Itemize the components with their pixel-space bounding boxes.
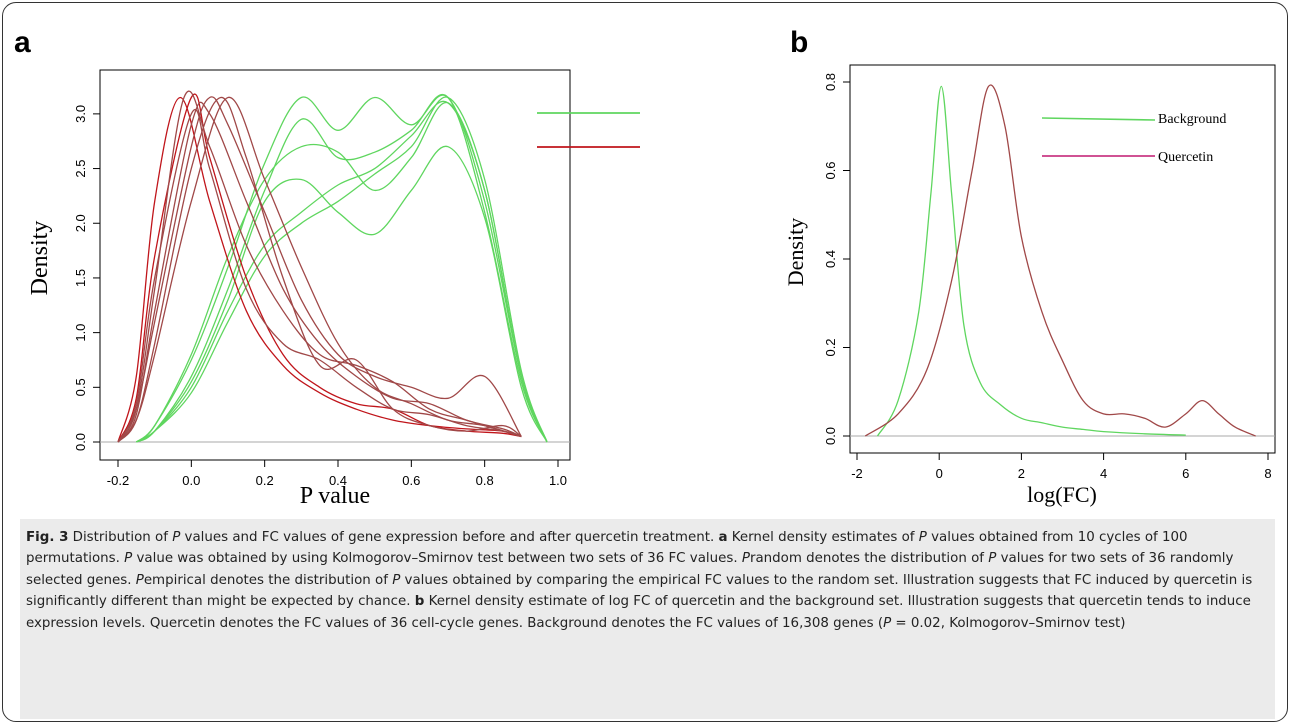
y-tick-label: 0.0 — [823, 427, 838, 445]
y-tick-label: 0.5 — [73, 378, 88, 396]
caption-fig-label: Fig. 3 — [26, 530, 69, 545]
plot-frame-a — [99, 69, 571, 461]
series-line-random-2 — [135, 145, 548, 443]
series-line-random-1 — [135, 94, 548, 443]
y-axis-a: 0.0 0.5 1.0 1.5 2.0 2.5 3.0 — [73, 105, 100, 451]
x-axis-b: -2 0 2 4 6 8 — [851, 453, 1272, 481]
series-line-background-0 — [876, 85, 1186, 437]
x-tick-label: 6 — [1182, 466, 1189, 481]
y-tick-label: 0.0 — [73, 433, 88, 451]
series-line-random-5 — [135, 96, 548, 443]
chart-b: 0.00.20.40.60.8 -2 0 2 4 6 8 Density log(FC) … — [783, 64, 1276, 507]
x-tick-label: 0.6 — [402, 473, 420, 488]
series-line-quercetin-1 — [864, 84, 1256, 437]
y-tick-label: 2.0 — [73, 214, 88, 232]
x-tick-label: 0.4 — [329, 473, 347, 488]
y-tick-label: 0.2 — [823, 338, 838, 356]
legend-b-label-quercetin: Quercetin — [1158, 150, 1213, 165]
series-line-empirical-13 — [117, 109, 522, 443]
y-tick-label: 3.0 — [73, 105, 88, 123]
x-tick-label: -2 — [851, 466, 863, 481]
y-axis-label-b: Density — [783, 218, 808, 286]
x-tick-label: 0.0 — [182, 473, 200, 488]
y-tick-label: 1.5 — [73, 269, 88, 287]
x-axis-a: -0.2 0.0 0.2 0.4 0.6 0.8 1.0 — [107, 460, 567, 488]
panel-a-letter: a — [14, 26, 31, 59]
x-tick-label: 0.2 — [256, 473, 274, 488]
series-line-random-4 — [135, 102, 548, 443]
y-axis-b: 0.0 0.2 0.4 0.6 0.8 — [823, 73, 850, 445]
series-line-empirical-9 — [117, 96, 522, 443]
y-tick-label: 2.5 — [73, 160, 88, 178]
series-group-b — [864, 84, 1256, 437]
series-line-empirical-10 — [117, 96, 522, 443]
x-axis-label-a: P value — [300, 483, 370, 509]
x-tick-label: 8 — [1264, 466, 1271, 481]
panel-b-letter: b — [790, 26, 809, 59]
figure-caption: Fig. 3 Distribution of P values and FC v… — [20, 519, 1275, 719]
x-tick-label: -0.2 — [107, 473, 129, 488]
x-tick-label: 0.8 — [476, 473, 494, 488]
legend-b-swatch-background — [1041, 117, 1156, 121]
x-tick-label: 2 — [1018, 466, 1025, 481]
y-tick-label: 1.0 — [73, 324, 88, 342]
y-tick-label: 0.8 — [823, 73, 838, 91]
y-tick-label: 0.4 — [823, 250, 838, 268]
y-tick-label: 0.6 — [823, 161, 838, 179]
x-tick-label: 0 — [936, 466, 943, 481]
series-group-a — [117, 90, 548, 443]
chart-a: 0.0 0.5 1.0 1.5 2.0 2.5 3.0 -0.2 0.0 0.2 0.4 0.6 0.… — [27, 69, 640, 509]
x-tick-label: 1.0 — [549, 473, 567, 488]
series-line-random-0 — [135, 94, 548, 443]
x-axis-label-b: log(FC) — [1027, 482, 1097, 507]
x-axis-label-a-text: P value — [300, 483, 370, 509]
legend-b-label-background: Background — [1158, 112, 1226, 127]
legend-b: Background Quercetin — [1041, 112, 1226, 165]
y-axis-label-a: Density — [27, 221, 53, 296]
x-tick-label: 4 — [1100, 466, 1107, 481]
legend-a: PrandomPempirical — [537, 112, 640, 148]
series-line-empirical-11 — [117, 101, 522, 443]
series-line-empirical-8 — [117, 90, 522, 443]
series-line-empirical-6 — [117, 96, 522, 443]
